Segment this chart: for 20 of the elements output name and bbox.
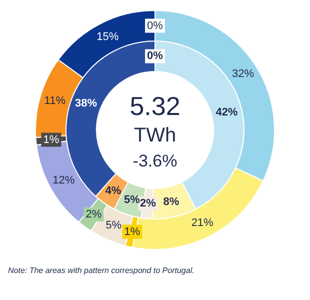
- data-label: 21%: [191, 216, 214, 229]
- text: -3.6%: [132, 152, 178, 171]
- data-label: 38%: [75, 98, 98, 110]
- text: TWh: [134, 124, 176, 147]
- text: Note: The areas with pattern correspond to Portugal.: [8, 266, 196, 275]
- data-label: 2%: [86, 208, 102, 220]
- text: 0%: [147, 20, 163, 32]
- data-label: 15%: [96, 31, 119, 44]
- data-label: 5%: [124, 194, 140, 206]
- text: 0%: [147, 50, 163, 62]
- data-label: 11%: [44, 94, 66, 107]
- text: 5.32: [130, 91, 180, 122]
- data-label: 42%: [216, 106, 238, 119]
- data-label: 4%: [105, 184, 122, 197]
- data-label: 2%: [140, 197, 156, 210]
- data-label: 32%: [232, 68, 254, 80]
- data-label: 12%: [52, 174, 75, 186]
- data-label: 5%: [106, 220, 122, 232]
- data-label: 1%: [124, 226, 140, 238]
- data-label: 8%: [163, 196, 180, 208]
